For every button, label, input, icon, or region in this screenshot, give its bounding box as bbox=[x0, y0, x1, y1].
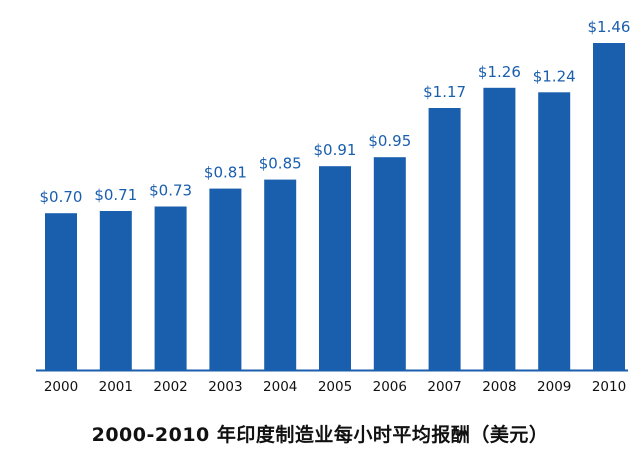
x-tick-label-2003: 2003 bbox=[208, 379, 242, 395]
value-label-2008: $1.26 bbox=[478, 63, 521, 81]
value-label-2010: $1.46 bbox=[588, 18, 631, 36]
value-labels-group: $0.70 $0.71 $0.73 $0.81 $0.85 $0.91 $0.95 $1.17… bbox=[40, 18, 631, 206]
bar-2004 bbox=[264, 179, 297, 370]
x-tick-label-2005: 2005 bbox=[318, 379, 352, 395]
value-label-2001: $0.71 bbox=[94, 186, 137, 204]
value-label-2007: $1.17 bbox=[423, 83, 466, 101]
value-label-2002: $0.73 bbox=[149, 182, 192, 200]
bar-2000 bbox=[45, 213, 77, 370]
x-axis-tick-labels: 2000 2001 2002 2003 2004 2005 2006 2007 2008 2009… bbox=[44, 379, 626, 395]
value-label-2009: $1.24 bbox=[533, 67, 576, 85]
bar-2007 bbox=[428, 108, 461, 370]
value-label-2004: $0.85 bbox=[259, 155, 302, 173]
bar-2006 bbox=[373, 157, 406, 370]
x-tick-label-2002: 2002 bbox=[153, 379, 187, 395]
chart-title: 2000-2010 年印度制造业每小时平均报酬（美元） bbox=[91, 424, 549, 446]
bar-2009 bbox=[538, 92, 571, 371]
value-label-2000: $0.70 bbox=[40, 188, 83, 206]
bar-2003 bbox=[209, 188, 242, 370]
value-label-2005: $0.91 bbox=[314, 141, 357, 159]
x-tick-label-2009: 2009 bbox=[537, 379, 571, 395]
bar-2002 bbox=[154, 206, 187, 370]
bar-2010 bbox=[593, 43, 625, 370]
bar-2001 bbox=[99, 211, 132, 370]
value-label-2003: $0.81 bbox=[204, 164, 247, 182]
x-tick-label-2006: 2006 bbox=[373, 379, 407, 395]
x-tick-label-2001: 2001 bbox=[99, 379, 133, 395]
x-tick-label-2010: 2010 bbox=[592, 379, 626, 395]
x-tick-label-2007: 2007 bbox=[427, 379, 461, 395]
value-label-2006: $0.95 bbox=[368, 132, 411, 150]
bar-2005 bbox=[319, 166, 351, 370]
x-tick-label-2000: 2000 bbox=[44, 379, 78, 395]
bars-group bbox=[45, 43, 625, 371]
x-tick-label-2004: 2004 bbox=[263, 379, 297, 395]
x-tick-label-2008: 2008 bbox=[482, 379, 516, 395]
bar-2008 bbox=[483, 87, 516, 371]
